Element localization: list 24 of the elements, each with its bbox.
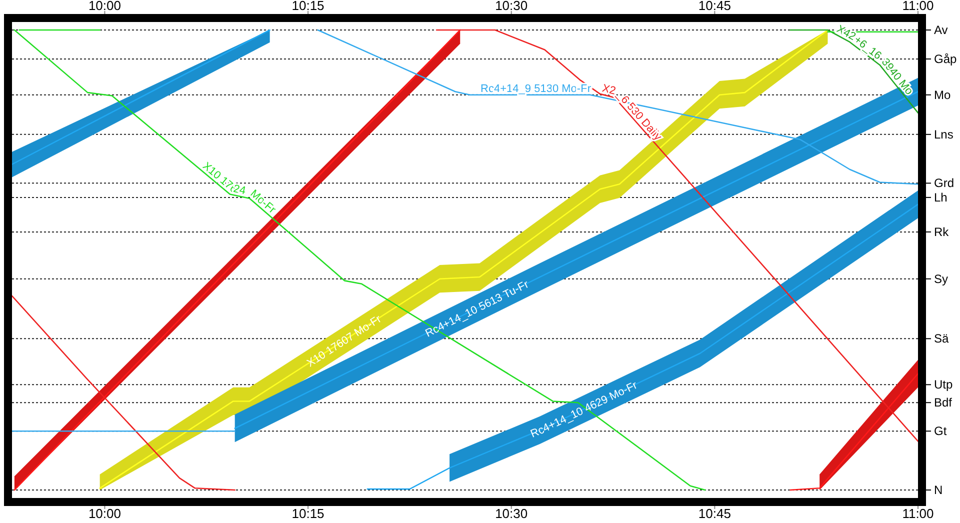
x2-tick-label: 10:45 <box>698 0 731 13</box>
x-tick-label: 11:00 <box>902 506 934 521</box>
ref-line-label: Sä <box>934 332 950 346</box>
x2-tick-label: 11:00 <box>902 0 934 13</box>
x-tick-label: 10:45 <box>698 506 731 521</box>
ref-line-label: Lh <box>934 190 948 204</box>
x-tick-label: 10:00 <box>88 506 121 521</box>
series-label: Rc4+14_9 5130 Mo-Fr <box>480 82 592 95</box>
x-tick-label: 10:15 <box>292 506 324 521</box>
x-tick-label: 10:30 <box>495 506 528 521</box>
ref-line-label: Gåp <box>934 52 958 66</box>
ref-line-label: Grd <box>934 176 954 190</box>
ref-line-label: N <box>934 483 943 497</box>
ref-line-label: Lns <box>934 127 954 142</box>
x2-tick-label: 10:00 <box>88 0 121 13</box>
ref-line-label: Bdf <box>934 396 953 410</box>
ref-line-label: Sy <box>934 272 948 286</box>
ref-line-label: Utp <box>934 378 953 392</box>
ref-line-label: Mo <box>934 88 951 102</box>
ref-line-label: Av <box>934 23 948 37</box>
x2-tick-label: 10:30 <box>495 0 528 13</box>
x2-tick-label: 10:15 <box>292 0 324 13</box>
ref-line-label: Gt <box>934 424 948 438</box>
ref-line-label: Rk <box>934 224 950 239</box>
